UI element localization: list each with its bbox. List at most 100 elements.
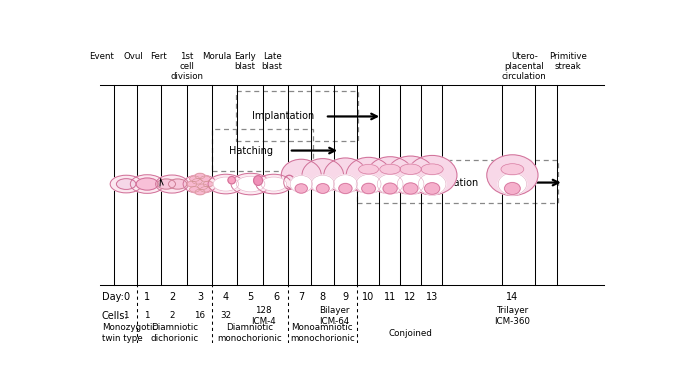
Ellipse shape — [379, 164, 400, 174]
Text: Monozygotic
twin type: Monozygotic twin type — [102, 323, 157, 343]
Text: 7: 7 — [298, 292, 304, 302]
Bar — [357, 160, 558, 203]
Text: Early
blast: Early blast — [234, 52, 256, 71]
Circle shape — [117, 179, 136, 189]
Bar — [236, 90, 358, 141]
Text: 1st
cell
division: 1st cell division — [170, 52, 204, 81]
Text: 14: 14 — [506, 292, 518, 302]
Text: Fert: Fert — [150, 52, 167, 61]
Text: Conjoined: Conjoined — [389, 329, 432, 338]
Ellipse shape — [311, 175, 334, 193]
Text: Cells:: Cells: — [102, 311, 129, 321]
Text: 6: 6 — [273, 292, 279, 302]
Ellipse shape — [367, 157, 414, 194]
Text: 1: 1 — [145, 311, 150, 320]
Ellipse shape — [228, 176, 236, 184]
Ellipse shape — [403, 183, 418, 194]
Text: 11: 11 — [384, 292, 396, 302]
Text: 3: 3 — [197, 292, 203, 302]
Ellipse shape — [377, 174, 403, 194]
Text: 4: 4 — [223, 292, 229, 302]
Ellipse shape — [324, 158, 367, 192]
Ellipse shape — [498, 173, 527, 195]
Text: Bilayer
ICM-64: Bilayer ICM-64 — [319, 306, 350, 326]
Circle shape — [231, 173, 270, 195]
Circle shape — [183, 175, 217, 193]
Text: Ovul: Ovul — [124, 52, 144, 61]
Text: 2: 2 — [169, 311, 174, 320]
Ellipse shape — [400, 164, 421, 174]
Text: Trilayer
ICM-360: Trilayer ICM-360 — [494, 306, 530, 326]
Circle shape — [200, 176, 211, 181]
Circle shape — [157, 179, 176, 189]
Ellipse shape — [359, 164, 379, 174]
Text: Event: Event — [90, 52, 115, 61]
Circle shape — [213, 177, 238, 191]
Text: Utero-
placental
circulation: Utero- placental circulation — [502, 52, 546, 81]
Ellipse shape — [501, 164, 524, 175]
Circle shape — [190, 187, 199, 192]
Ellipse shape — [421, 164, 443, 174]
Ellipse shape — [407, 156, 457, 195]
Ellipse shape — [302, 159, 343, 192]
Text: 12: 12 — [404, 292, 417, 302]
Text: X inactivation: X inactivation — [411, 177, 479, 187]
Text: Diamniotic
dichorionic: Diamniotic dichorionic — [151, 323, 199, 343]
Circle shape — [156, 175, 188, 193]
Ellipse shape — [290, 176, 312, 192]
Text: Hatching: Hatching — [229, 146, 273, 156]
Text: Late
blast: Late blast — [261, 52, 283, 71]
Ellipse shape — [383, 183, 398, 194]
Text: Monoamniotic
monochorionic: Monoamniotic monochorionic — [290, 323, 354, 343]
Circle shape — [136, 178, 158, 190]
Text: Primitive
streak: Primitive streak — [549, 52, 587, 71]
Text: 8: 8 — [320, 292, 326, 302]
Ellipse shape — [361, 183, 375, 194]
Ellipse shape — [334, 175, 357, 193]
Text: 0: 0 — [123, 292, 129, 302]
Circle shape — [190, 176, 199, 181]
Text: 1: 1 — [144, 292, 150, 302]
Ellipse shape — [425, 183, 440, 194]
Text: Day:: Day: — [102, 292, 124, 302]
Ellipse shape — [486, 155, 538, 196]
Ellipse shape — [386, 156, 434, 194]
Circle shape — [168, 179, 187, 189]
Circle shape — [195, 189, 205, 195]
Text: 2: 2 — [169, 292, 175, 302]
Text: Diamniotic
monochorionic: Diamniotic monochorionic — [218, 323, 282, 343]
Ellipse shape — [505, 182, 521, 194]
Ellipse shape — [295, 184, 307, 193]
Text: 9: 9 — [343, 292, 348, 302]
Text: 13: 13 — [426, 292, 439, 302]
Circle shape — [111, 175, 142, 193]
Ellipse shape — [316, 184, 329, 193]
Text: Morula: Morula — [202, 52, 231, 61]
Ellipse shape — [339, 184, 352, 194]
Ellipse shape — [281, 159, 321, 191]
Ellipse shape — [356, 174, 381, 194]
Bar — [213, 129, 313, 171]
Circle shape — [131, 175, 164, 193]
Text: 32: 32 — [220, 311, 231, 320]
Circle shape — [236, 176, 265, 192]
Ellipse shape — [254, 176, 263, 185]
Text: 10: 10 — [363, 292, 375, 302]
Circle shape — [200, 187, 211, 192]
Text: Implantation: Implantation — [252, 112, 315, 121]
Ellipse shape — [398, 174, 424, 194]
Circle shape — [261, 177, 286, 191]
Circle shape — [195, 173, 205, 179]
Circle shape — [256, 174, 292, 194]
Ellipse shape — [346, 157, 391, 193]
Circle shape — [187, 181, 197, 187]
Text: 128
ICM-4: 128 ICM-4 — [251, 306, 276, 326]
Circle shape — [208, 174, 244, 194]
Circle shape — [193, 179, 202, 184]
Text: 16: 16 — [195, 311, 206, 320]
Text: 5: 5 — [247, 292, 254, 302]
Ellipse shape — [418, 173, 446, 195]
Circle shape — [203, 181, 213, 187]
Circle shape — [197, 184, 208, 189]
Text: 1: 1 — [124, 311, 129, 320]
